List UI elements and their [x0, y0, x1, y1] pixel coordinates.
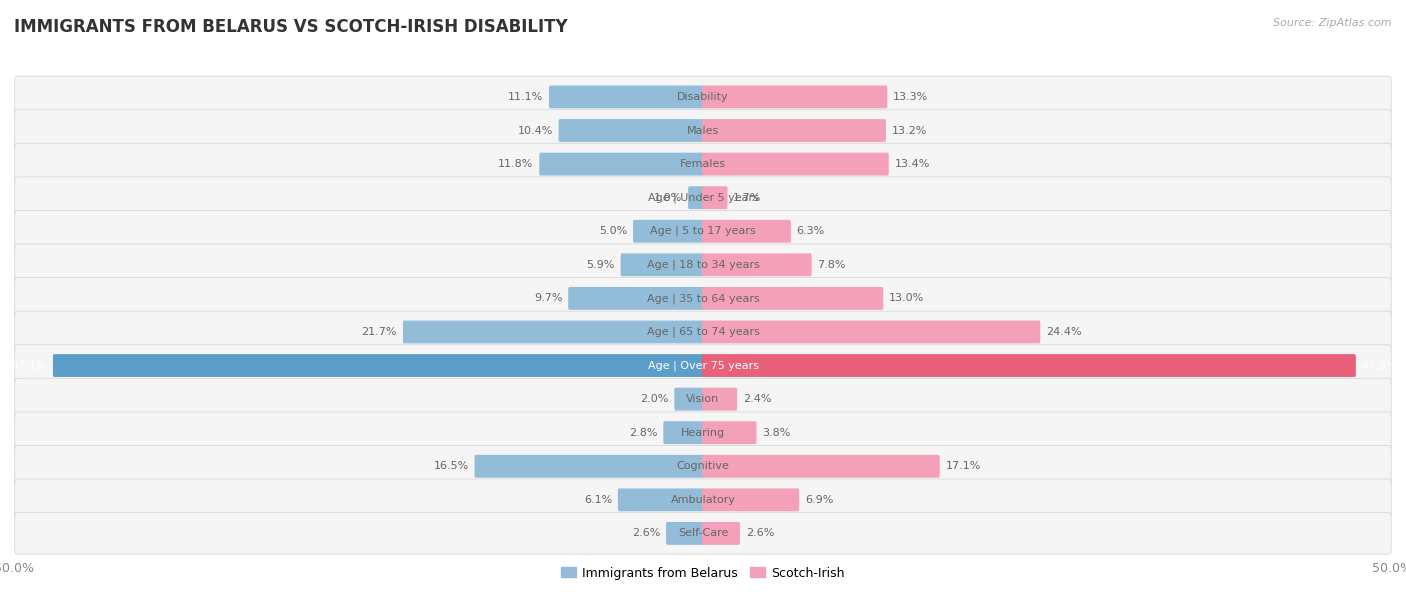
Text: 3.8%: 3.8% [762, 428, 790, 438]
FancyBboxPatch shape [702, 186, 727, 209]
Text: 16.5%: 16.5% [433, 461, 468, 471]
FancyBboxPatch shape [702, 287, 883, 310]
FancyBboxPatch shape [666, 522, 704, 545]
FancyBboxPatch shape [675, 388, 704, 411]
Text: 24.4%: 24.4% [1046, 327, 1081, 337]
Text: Age | 65 to 74 years: Age | 65 to 74 years [647, 327, 759, 337]
Text: Vision: Vision [686, 394, 720, 404]
FancyBboxPatch shape [14, 278, 1392, 319]
Text: 5.9%: 5.9% [586, 260, 614, 270]
FancyBboxPatch shape [702, 253, 811, 276]
Text: 2.8%: 2.8% [628, 428, 658, 438]
FancyBboxPatch shape [702, 354, 1355, 377]
Text: 6.3%: 6.3% [797, 226, 825, 236]
FancyBboxPatch shape [14, 311, 1392, 353]
FancyBboxPatch shape [14, 513, 1392, 554]
FancyBboxPatch shape [702, 152, 889, 176]
FancyBboxPatch shape [14, 412, 1392, 453]
Text: Age | 18 to 34 years: Age | 18 to 34 years [647, 259, 759, 270]
FancyBboxPatch shape [702, 421, 756, 444]
FancyBboxPatch shape [702, 119, 886, 142]
Text: Hearing: Hearing [681, 428, 725, 438]
FancyBboxPatch shape [53, 354, 704, 377]
Text: 47.3%: 47.3% [1361, 360, 1398, 370]
FancyBboxPatch shape [14, 177, 1392, 218]
Text: 11.1%: 11.1% [508, 92, 543, 102]
Text: 13.3%: 13.3% [893, 92, 928, 102]
Text: 1.0%: 1.0% [654, 193, 682, 203]
FancyBboxPatch shape [548, 86, 704, 108]
FancyBboxPatch shape [558, 119, 704, 142]
Text: 13.4%: 13.4% [894, 159, 929, 169]
FancyBboxPatch shape [702, 86, 887, 108]
Text: 10.4%: 10.4% [517, 125, 553, 135]
FancyBboxPatch shape [14, 211, 1392, 252]
FancyBboxPatch shape [702, 522, 740, 545]
FancyBboxPatch shape [702, 488, 799, 511]
Text: Males: Males [688, 125, 718, 135]
FancyBboxPatch shape [620, 253, 704, 276]
Text: 2.6%: 2.6% [745, 528, 775, 539]
FancyBboxPatch shape [702, 321, 1040, 343]
FancyBboxPatch shape [633, 220, 704, 242]
Text: 6.9%: 6.9% [806, 495, 834, 505]
FancyBboxPatch shape [404, 321, 704, 343]
Text: 2.0%: 2.0% [640, 394, 669, 404]
FancyBboxPatch shape [702, 220, 792, 242]
Text: Cognitive: Cognitive [676, 461, 730, 471]
FancyBboxPatch shape [14, 378, 1392, 420]
FancyBboxPatch shape [688, 186, 704, 209]
Text: 11.8%: 11.8% [498, 159, 533, 169]
Text: 6.1%: 6.1% [583, 495, 612, 505]
Text: 21.7%: 21.7% [361, 327, 396, 337]
FancyBboxPatch shape [14, 446, 1392, 487]
Text: Age | 5 to 17 years: Age | 5 to 17 years [650, 226, 756, 236]
Text: Age | Over 75 years: Age | Over 75 years [648, 360, 758, 371]
Text: 2.4%: 2.4% [742, 394, 772, 404]
Text: Age | 35 to 64 years: Age | 35 to 64 years [647, 293, 759, 304]
FancyBboxPatch shape [14, 110, 1392, 151]
Text: Females: Females [681, 159, 725, 169]
Text: 5.0%: 5.0% [599, 226, 627, 236]
FancyBboxPatch shape [14, 76, 1392, 118]
FancyBboxPatch shape [14, 244, 1392, 286]
FancyBboxPatch shape [475, 455, 704, 478]
FancyBboxPatch shape [14, 479, 1392, 521]
Text: 7.8%: 7.8% [817, 260, 846, 270]
Text: 13.2%: 13.2% [891, 125, 927, 135]
Text: 2.6%: 2.6% [631, 528, 661, 539]
Text: 1.7%: 1.7% [734, 193, 762, 203]
Text: IMMIGRANTS FROM BELARUS VS SCOTCH-IRISH DISABILITY: IMMIGRANTS FROM BELARUS VS SCOTCH-IRISH … [14, 18, 568, 36]
FancyBboxPatch shape [14, 143, 1392, 185]
Text: Self-Care: Self-Care [678, 528, 728, 539]
FancyBboxPatch shape [702, 455, 939, 478]
Text: Ambulatory: Ambulatory [671, 495, 735, 505]
FancyBboxPatch shape [540, 152, 704, 176]
Text: 9.7%: 9.7% [534, 293, 562, 304]
Text: Age | Under 5 years: Age | Under 5 years [648, 192, 758, 203]
FancyBboxPatch shape [14, 345, 1392, 386]
FancyBboxPatch shape [617, 488, 704, 511]
Text: 13.0%: 13.0% [889, 293, 924, 304]
Text: Disability: Disability [678, 92, 728, 102]
Text: 47.1%: 47.1% [11, 360, 48, 370]
FancyBboxPatch shape [664, 421, 704, 444]
FancyBboxPatch shape [702, 388, 737, 411]
Text: Source: ZipAtlas.com: Source: ZipAtlas.com [1274, 18, 1392, 28]
Legend: Immigrants from Belarus, Scotch-Irish: Immigrants from Belarus, Scotch-Irish [555, 562, 851, 584]
FancyBboxPatch shape [568, 287, 704, 310]
Text: 17.1%: 17.1% [945, 461, 981, 471]
